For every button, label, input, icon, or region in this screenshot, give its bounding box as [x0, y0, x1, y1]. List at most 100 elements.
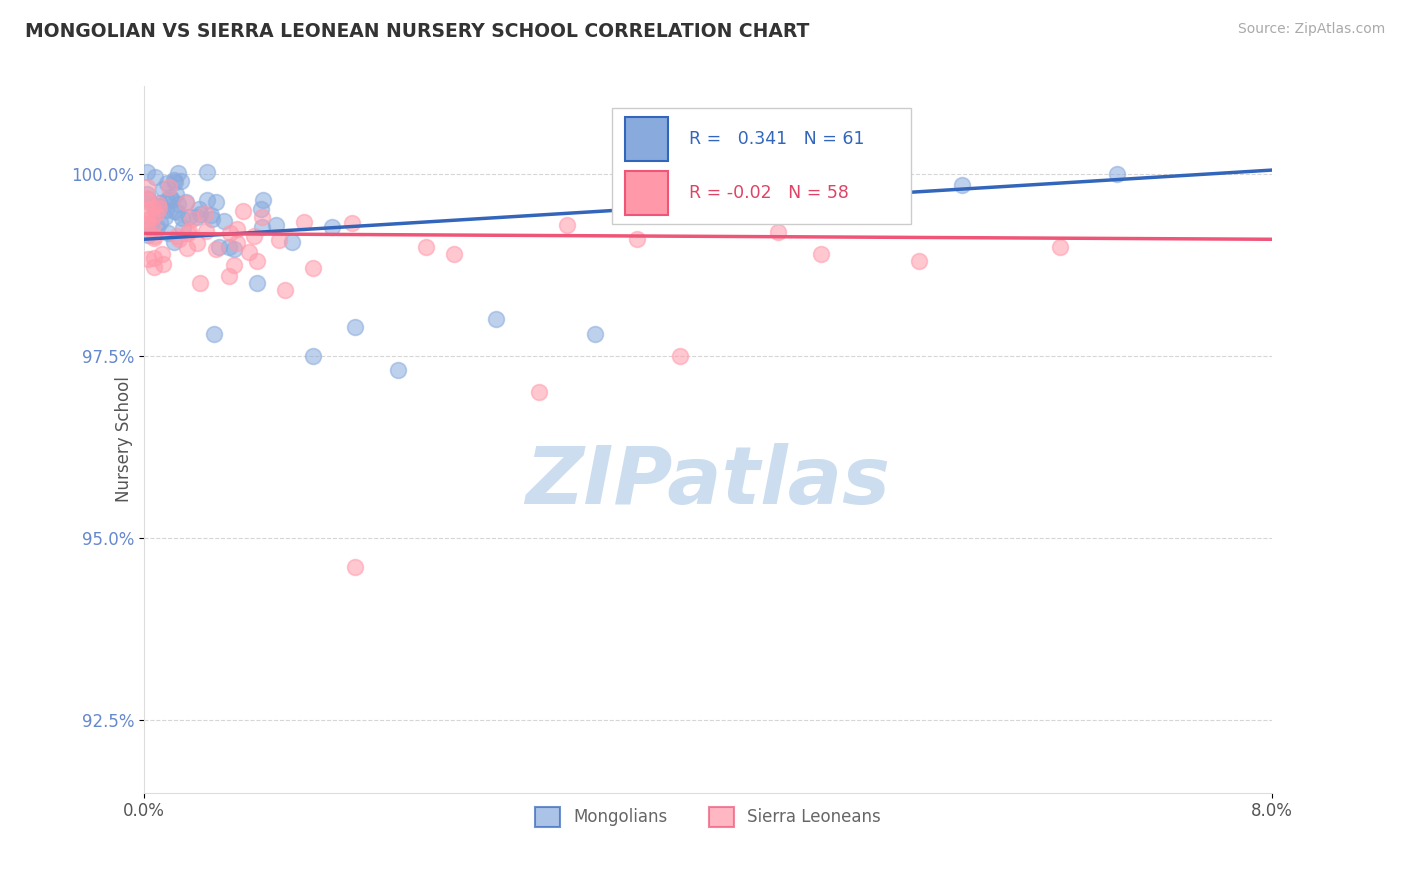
Point [135, 191, 157, 205]
Point [201, 211, 224, 226]
Point [141, 219, 163, 234]
Point [143, 229, 166, 244]
Point [159, 190, 181, 204]
Point [204, 242, 226, 256]
Point [485, 312, 508, 326]
Point [214, 214, 236, 228]
Point [250, 210, 273, 224]
Point [222, 242, 245, 256]
Point [1105, 167, 1128, 181]
Point [145, 204, 167, 219]
Point [143, 252, 166, 266]
Point [321, 220, 343, 235]
Point [205, 195, 228, 210]
Point [145, 207, 167, 221]
Point [172, 221, 194, 235]
Point [162, 194, 184, 208]
Point [179, 210, 201, 224]
Point [167, 232, 190, 246]
Point [246, 254, 269, 268]
Point [146, 219, 169, 234]
Point [177, 224, 200, 238]
Point [143, 170, 166, 185]
Point [344, 319, 367, 334]
Point [135, 194, 157, 208]
Point [208, 240, 231, 254]
Y-axis label: Nursery School: Nursery School [115, 376, 132, 502]
Point [148, 196, 170, 211]
Point [149, 200, 172, 214]
Point [908, 254, 931, 268]
Point [246, 276, 269, 290]
Point [136, 192, 159, 206]
Point [165, 187, 187, 202]
Point [176, 241, 198, 255]
Point [148, 201, 170, 215]
Point [527, 385, 550, 400]
Point [281, 235, 304, 249]
Point [218, 239, 240, 253]
Point [156, 176, 179, 190]
Point [194, 207, 217, 221]
Point [148, 196, 170, 211]
Point [204, 326, 226, 341]
Point [152, 257, 174, 271]
Point [226, 235, 249, 250]
Point [136, 187, 159, 202]
Point [269, 233, 291, 247]
Point [163, 204, 186, 219]
Point [302, 349, 325, 363]
Point [174, 196, 197, 211]
Point [950, 178, 973, 192]
Point [165, 174, 187, 188]
Point [626, 232, 648, 246]
Point [177, 226, 200, 240]
Point [195, 165, 218, 179]
Point [142, 201, 165, 215]
Point [188, 276, 211, 290]
Point [415, 239, 437, 253]
Point [156, 226, 179, 240]
Point [252, 193, 274, 207]
Point [149, 215, 172, 229]
Point [218, 268, 240, 283]
FancyBboxPatch shape [626, 117, 668, 161]
Point [143, 231, 166, 245]
Point [136, 179, 159, 194]
Point [135, 218, 157, 232]
Point [166, 229, 188, 244]
Point [155, 202, 177, 217]
Point [174, 194, 197, 209]
Point [668, 349, 690, 363]
Legend: Mongolians, Sierra Leoneans: Mongolians, Sierra Leoneans [529, 800, 887, 834]
Point [150, 247, 173, 261]
Point [219, 226, 242, 240]
Point [169, 174, 191, 188]
Point [252, 219, 274, 234]
Point [195, 194, 218, 208]
FancyBboxPatch shape [612, 108, 911, 224]
Point [194, 224, 217, 238]
Point [156, 194, 179, 208]
Point [242, 229, 264, 244]
Point [250, 202, 273, 216]
Point [387, 363, 409, 377]
Text: Source: ZipAtlas.com: Source: ZipAtlas.com [1237, 22, 1385, 37]
Point [222, 258, 245, 272]
Point [135, 165, 157, 179]
Point [157, 180, 180, 194]
Text: R = -0.02   N = 58: R = -0.02 N = 58 [689, 184, 848, 202]
Point [142, 197, 165, 211]
Text: ZIPatlas: ZIPatlas [526, 443, 890, 521]
Point [344, 560, 367, 574]
Point [200, 208, 222, 222]
Point [135, 202, 157, 217]
Point [724, 174, 747, 188]
Point [768, 225, 790, 239]
Point [181, 211, 204, 226]
Point [163, 172, 186, 186]
Point [172, 211, 194, 226]
Point [187, 202, 209, 217]
Point [292, 215, 315, 229]
Point [186, 236, 208, 251]
